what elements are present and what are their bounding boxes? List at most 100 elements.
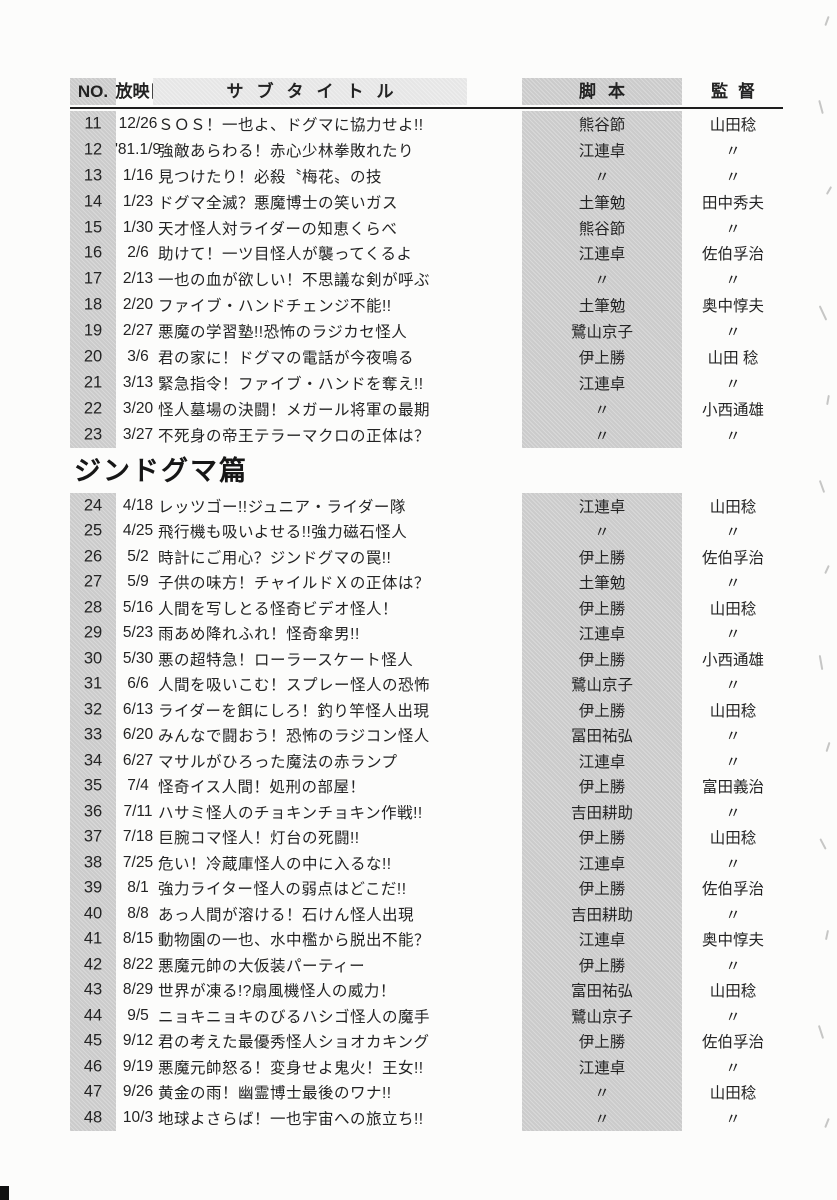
director-name: 〃 [725,1059,741,1077]
table-row: 19 2/27 悪魔の学習塾!!恐怖のラジカセ怪人 鷺山京子 〃 [0,318,837,344]
table-row: 16 2/6 助けて！一ツ目怪人が襲ってくるよ 江連卓 佐伯孚治 [0,240,837,266]
writer-name: 冨田祐弘 [570,728,633,746]
episode-number: 41 [83,929,103,948]
episode-subtitle: 助けて！一ツ目怪人が襲ってくるよ [158,246,413,264]
air-date: 4/25 [122,522,154,540]
table-row: 38 7/25 危い！冷蔵庫怪人の中に入るな!! 江連卓 〃 [0,850,837,876]
table-row: 37 7/18 巨腕コマ怪人！灯台の死闘!! 伊上勝 山田稔 [0,825,837,851]
air-date: 9/5 [127,1006,149,1024]
episode-number: 30 [83,649,103,668]
table-row: 44 9/5 ニョキニョキのびるハシゴ怪人の魔手 鷺山京子 〃 [0,1003,837,1029]
table-row: 30 5/30 悪の超特急！ローラースケート怪人 伊上勝 小西通雄 [0,646,837,672]
episode-number: 21 [83,373,103,392]
episode-number: 36 [83,802,103,821]
director-name: 〃 [725,626,741,644]
writer-name: 伊上勝 [578,957,626,975]
table-row: 36 7/11 ハサミ怪人のチョキンチョキン作戦!! 吉田耕助 〃 [0,799,837,825]
table-row: 45 9/12 君の考えた最優秀怪人ショオカキング 伊上勝 佐伯孚治 [0,1029,837,1055]
air-date: 6/27 [122,751,154,769]
table-row: 17 2/13 一也の血が欲しい！不思議な剣が呼ぶ 〃 〃 [0,266,837,292]
air-date: 5/23 [122,624,154,642]
table-row: 11 12/26 ＳＯＳ！一也よ、ドグマに協力せよ!! 熊谷節 山田稔 [0,111,837,137]
episode-number: 39 [83,878,103,897]
director-name: 〃 [725,220,741,238]
writer-name: 〃 [594,401,610,419]
writer-name: 〃 [594,1110,610,1128]
episode-number: 34 [83,751,103,770]
air-date: 5/16 [122,598,154,616]
director-name: 〃 [725,804,741,822]
air-date: 2/13 [122,270,154,288]
writer-name: 吉田耕助 [570,906,633,924]
episode-number: 11 [84,114,102,133]
table-row: 46 9/19 悪魔元帥怒る！変身せよ鬼火！王女!! 江連卓 〃 [0,1054,837,1080]
episode-number: 45 [83,1031,103,1050]
director-name: 奥中惇夫 [701,298,764,316]
air-date: 1/30 [122,218,154,236]
episode-number: 33 [83,725,103,744]
air-date: 7/4 [127,777,149,795]
writer-name: 熊谷節 [578,220,626,238]
air-date: 8/1 [127,879,149,897]
episode-subtitle: 緊急指令！ファイブ・ハンドを奪え!! [158,375,424,393]
air-date: 7/11 [123,802,153,820]
episode-number: 46 [83,1057,103,1076]
director-name: 佐伯孚治 [701,1034,764,1052]
episode-subtitle: 君の家に！ドグマの電話が今夜鳴る [158,349,415,367]
episode-subtitle: あっ人間が溶ける！石けん怪人出現 [158,906,415,924]
col-header-writer: 脚本 [522,78,682,105]
episode-subtitle: ファイブ・ハンドチェンジ不能!! [158,298,392,316]
director-name: 〃 [725,427,741,445]
episode-number: 23 [83,425,103,444]
writer-name: 伊上勝 [578,651,626,669]
episode-subtitle: 悪魔元帥の大仮装パーティー [158,957,366,975]
writer-name: 江連卓 [578,932,626,950]
writer-name: 〃 [594,524,610,542]
air-date: 6/13 [122,700,154,718]
writer-name: 江連卓 [578,855,626,873]
director-name: 富田義治 [701,779,764,797]
episode-subtitle: 悪魔の学習塾!!恐怖のラジカセ怪人 [158,324,408,342]
episode-subtitle: 強敵あらわる！赤心少林拳敗れたり [158,142,415,160]
air-date: 8/8 [127,904,149,922]
writer-name: 伊上勝 [578,600,626,618]
no-column-band [70,493,116,1131]
director-name: 佐伯孚治 [701,549,764,567]
table-row: 22 3/20 怪人墓場の決闘！メガール将軍の最期 〃 小西通雄 [0,396,837,422]
episode-number: 47 [83,1082,103,1101]
no-column-band [70,111,116,448]
table-row: 32 6/13 ライダーを餌にしろ！釣り竿怪人出現 伊上勝 山田稔 [0,697,837,723]
episode-subtitle: マサルがひろった魔法の赤ランプ [158,753,398,771]
writer-name: 富田祐弘 [570,983,633,1001]
episode-number: 20 [83,347,103,366]
writer-name: 〃 [594,1085,610,1103]
director-name: 山田稔 [709,983,757,1001]
episode-number: 35 [83,776,103,795]
director-name: 〃 [725,1110,741,1128]
episode-number: 31 [83,674,103,693]
table-row: 13 1/16 見つけたり！必殺〝梅花〟の技 〃 〃 [0,163,837,189]
writer-name: 熊谷節 [578,116,626,134]
scan-artifact-corner [0,1186,9,1200]
col-header-subtitle: サブタイトル [153,78,467,105]
writer-name: 江連卓 [578,375,626,393]
table-header-row: NO. 放映日 サブタイトル 脚本 監督 [0,78,837,106]
table-row: 35 7/4 怪奇イス人間！処刑の部屋！ 伊上勝 富田義治 [0,774,837,800]
episode-subtitle: ニョキニョキのびるハシゴ怪人の魔手 [158,1008,431,1026]
director-name: 山田稔 [709,498,757,516]
episode-subtitle: 人間を写しとる怪奇ビデオ怪人！ [158,600,399,618]
episode-number: 12 [83,140,103,159]
table-row: 18 2/20 ファイブ・ハンドチェンジ不能!! 土筆勉 奥中惇夫 [0,292,837,318]
air-date: 4/18 [122,496,154,514]
writer-name: 鷺山京子 [570,1008,633,1026]
director-name: 山田稔 [709,1085,757,1103]
writer-name: 伊上勝 [578,702,626,720]
air-date: 6/6 [127,675,149,693]
director-name: 〃 [725,324,741,342]
table-row: 24 4/18 レッツゴー!!ジュニア・ライダー隊 江連卓 山田稔 [0,493,837,519]
header-underline [70,107,783,109]
episode-subtitle: レッツゴー!!ジュニア・ライダー隊 [158,498,406,516]
director-name: 佐伯孚治 [701,881,764,899]
table-row: 42 8/22 悪魔元帥の大仮装パーティー 伊上勝 〃 [0,952,837,978]
